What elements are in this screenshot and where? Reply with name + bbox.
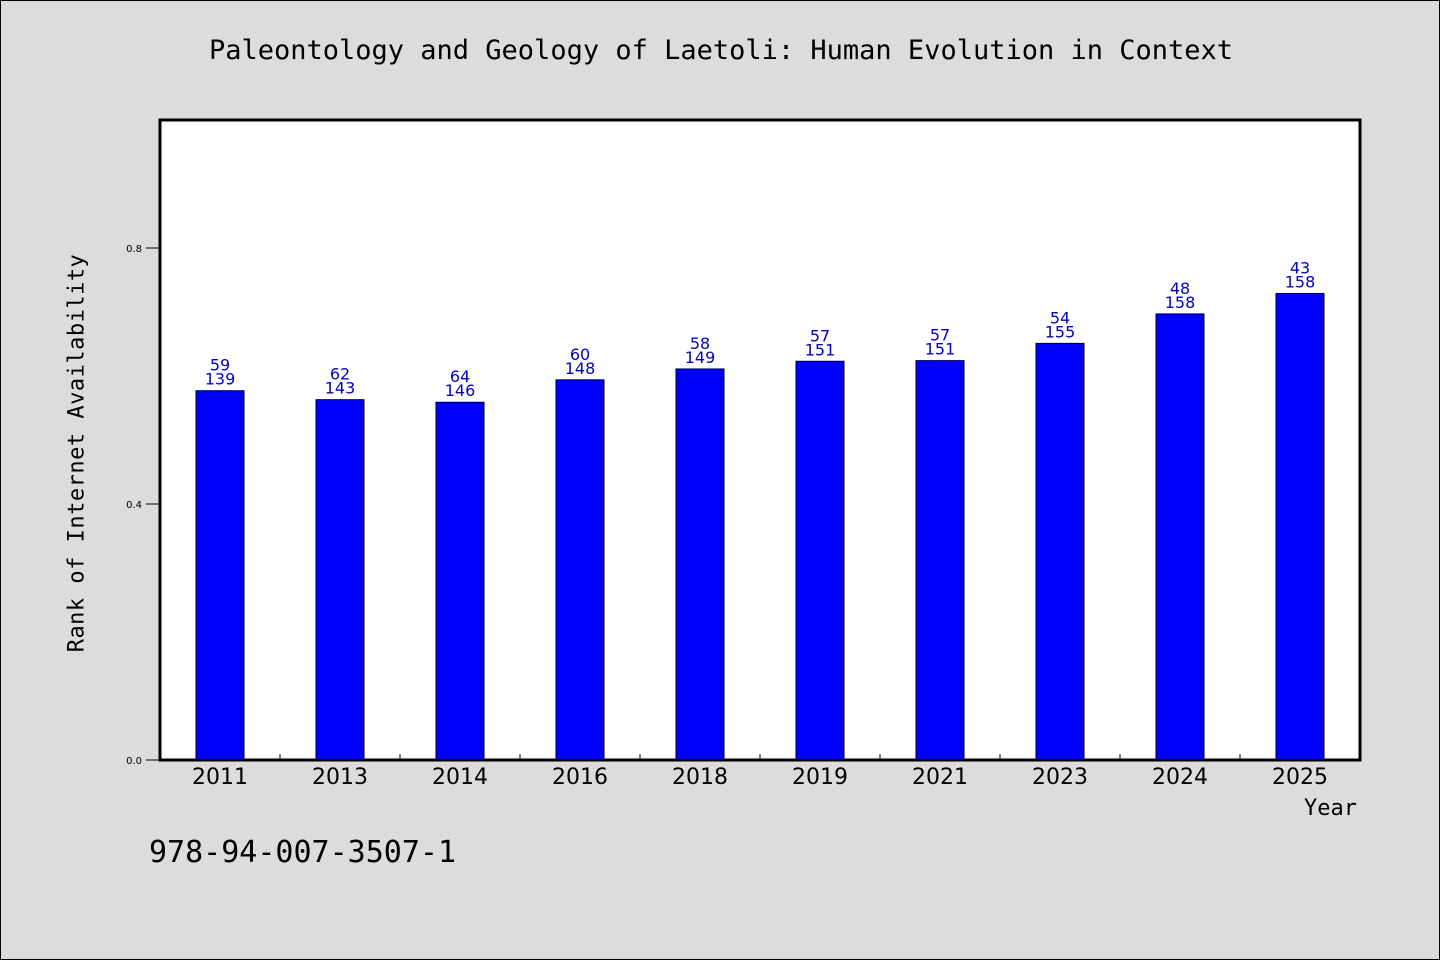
bar-label-bottom-2014: 146 bbox=[445, 381, 476, 400]
bar-label-top-2011: 59 bbox=[210, 356, 230, 375]
x-tick-label-2019: 2019 bbox=[792, 765, 848, 790]
bar-label-top-2021: 57 bbox=[930, 326, 950, 345]
x-tick-label-2014: 2014 bbox=[432, 765, 488, 790]
bar-label-bottom-2023: 155 bbox=[1045, 322, 1076, 341]
bar-2014 bbox=[435, 401, 485, 761]
bar-label-bottom-2025: 158 bbox=[1285, 272, 1316, 291]
isbn-footnote: 978-94-007-3507-1 bbox=[149, 835, 457, 870]
bar-2024 bbox=[1155, 313, 1205, 761]
x-tick-label-2013: 2013 bbox=[312, 765, 368, 790]
axes: 2011 2013 2014 2016 2018 2019 2021 2023 2024 2025… bbox=[126, 244, 1328, 790]
bar-label-bottom-2011: 139 bbox=[205, 370, 236, 389]
bar-label-bottom-2024: 158 bbox=[1165, 293, 1196, 312]
bar-label-bottom-2021: 151 bbox=[925, 340, 956, 359]
bar-label-top-2016: 60 bbox=[570, 345, 590, 364]
bar-label-bottom-2018: 149 bbox=[685, 348, 716, 367]
y-tick-label-0.8: 0.8 bbox=[126, 244, 142, 255]
bar-2019 bbox=[795, 360, 845, 761]
bar-label-bottom-2019: 151 bbox=[805, 340, 836, 359]
bar-label-top-2024: 48 bbox=[1170, 279, 1190, 298]
bar-2011 bbox=[195, 390, 245, 761]
bar-label-top-2018: 58 bbox=[690, 334, 710, 353]
bar-2018 bbox=[675, 368, 725, 761]
bar-2021 bbox=[915, 360, 965, 761]
x-tick-label-2025: 2025 bbox=[1272, 765, 1328, 790]
bar-label-top-2013: 62 bbox=[330, 365, 350, 384]
bar-label-top-2023: 54 bbox=[1050, 308, 1070, 327]
x-tick-label-2016: 2016 bbox=[552, 765, 608, 790]
bars bbox=[195, 292, 1325, 761]
bar-label-bottom-2016: 148 bbox=[565, 359, 596, 378]
x-tick-label-2021: 2021 bbox=[912, 765, 968, 790]
bar-2025 bbox=[1275, 292, 1325, 761]
x-tick-label-2024: 2024 bbox=[1152, 765, 1208, 790]
bar-2023 bbox=[1035, 342, 1085, 761]
y-tick-label-0.4: 0.4 bbox=[126, 500, 142, 511]
bar-2016 bbox=[555, 379, 605, 761]
bar-2013 bbox=[315, 399, 365, 761]
x-axis-label: Year bbox=[1304, 796, 1357, 821]
bar-label-top-2019: 57 bbox=[810, 326, 830, 345]
bar-label-bottom-2013: 143 bbox=[325, 379, 356, 398]
bar-label-top-2014: 64 bbox=[450, 367, 470, 386]
x-tick-label-2011: 2011 bbox=[192, 765, 248, 790]
chart-title: Paleontology and Geology of Laetoli: Hum… bbox=[208, 35, 1234, 66]
x-tick-label-2023: 2023 bbox=[1032, 765, 1088, 790]
bar-label-top-2025: 43 bbox=[1290, 258, 1310, 277]
x-tick-label-2018: 2018 bbox=[672, 765, 728, 790]
y-tick-label-0.0: 0.0 bbox=[126, 756, 142, 767]
